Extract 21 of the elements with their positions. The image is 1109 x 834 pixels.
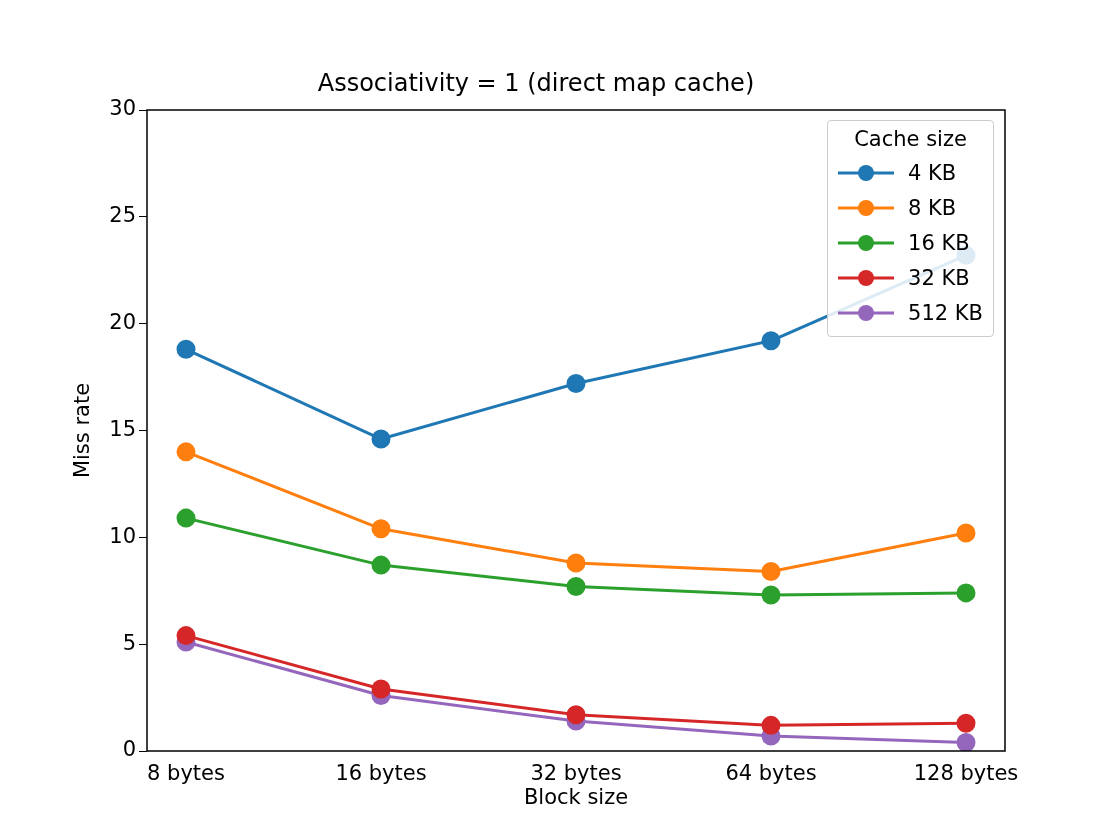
legend-label: 32 KB xyxy=(908,265,970,290)
y-axis-title: Miss rate xyxy=(70,382,95,479)
x-axis-title: Block size xyxy=(523,784,629,809)
y-tick-label: 10 xyxy=(109,523,136,548)
y-tick-label: 5 xyxy=(122,630,136,655)
y-tick-label: 25 xyxy=(109,203,136,228)
x-tick-label: 16 bytes xyxy=(335,761,427,786)
x-tick-label: 32 bytes xyxy=(530,761,622,786)
legend-label: 16 KB xyxy=(908,230,970,255)
legend-label: 512 KB xyxy=(908,300,983,325)
chart-title: Associativity = 1 (direct map cache) xyxy=(317,68,755,97)
y-tick-label: 30 xyxy=(109,96,136,121)
x-tick-label: 8 bytes xyxy=(147,761,225,786)
legend-title: Cache size xyxy=(853,127,968,151)
legend-label: 4 KB xyxy=(908,160,957,185)
legend-label: 8 KB xyxy=(908,195,957,220)
y-tick-label: 0 xyxy=(122,737,136,762)
x-tick-label: 128 bytes xyxy=(913,761,1019,786)
y-tick-label: 15 xyxy=(109,416,136,441)
y-tick-label: 20 xyxy=(109,310,136,335)
x-tick-label: 64 bytes xyxy=(725,761,817,786)
